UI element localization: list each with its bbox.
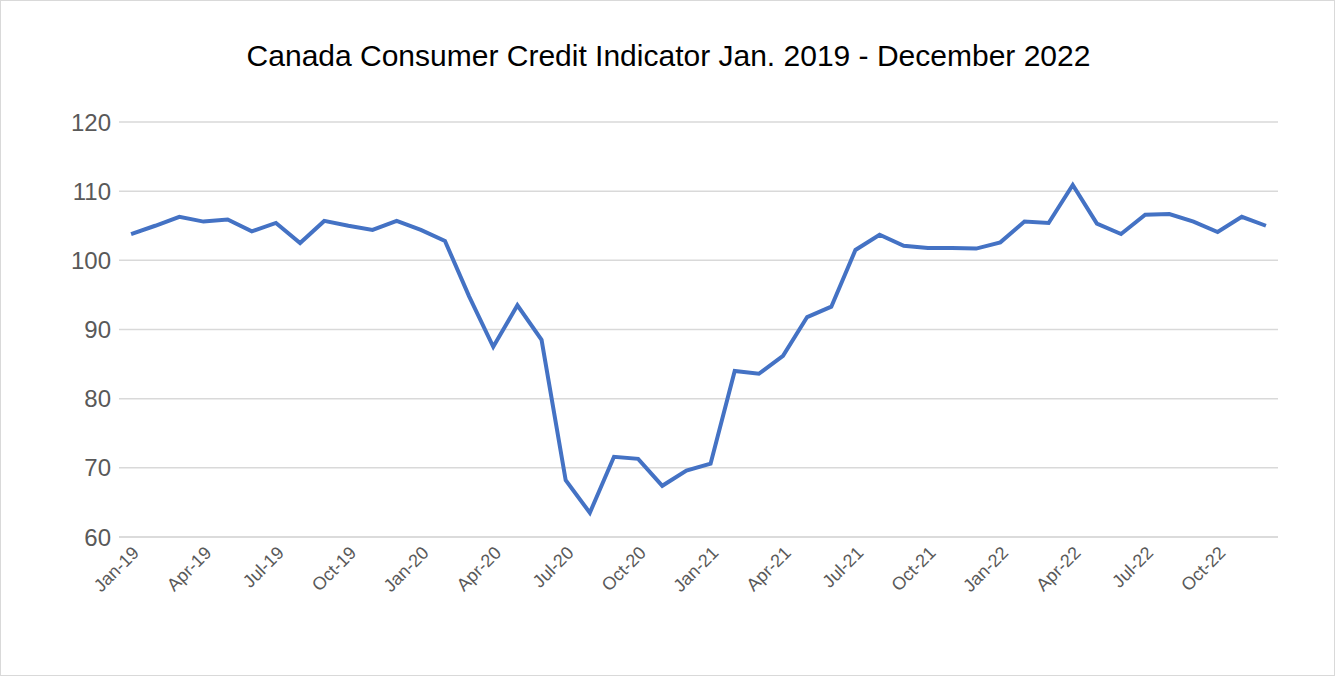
svg-text:Oct-22: Oct-22: [1177, 543, 1229, 595]
svg-text:Apr-21: Apr-21: [743, 543, 795, 595]
svg-text:90: 90: [84, 316, 111, 343]
svg-text:100: 100: [71, 247, 111, 274]
svg-text:Jul-20: Jul-20: [529, 543, 578, 592]
svg-text:110: 110: [73, 178, 111, 205]
svg-text:Apr-19: Apr-19: [163, 543, 215, 595]
svg-text:Oct-20: Oct-20: [598, 543, 650, 595]
svg-text:Oct-21: Oct-21: [887, 543, 939, 595]
svg-text:Apr-20: Apr-20: [453, 543, 505, 595]
svg-text:120: 120: [71, 109, 111, 136]
svg-text:Oct-19: Oct-19: [308, 543, 360, 595]
svg-text:Jan-22: Jan-22: [959, 543, 1012, 596]
svg-text:Jul-19: Jul-19: [239, 543, 288, 592]
svg-text:Jan-19: Jan-19: [90, 543, 143, 596]
svg-text:Jul-21: Jul-21: [819, 543, 868, 592]
html-text:Canada Consumer Credit Indicat: Canada Consumer Credit Indicator Jan. 20…: [246, 39, 1091, 72]
svg-text:Apr-22: Apr-22: [1032, 543, 1084, 595]
svg-text:70: 70: [84, 454, 111, 481]
svg-text:Jan-20: Jan-20: [380, 543, 433, 596]
svg-text:Jul-22: Jul-22: [1108, 543, 1157, 592]
svg-text:Jan-21: Jan-21: [669, 543, 722, 596]
svg-text:60: 60: [84, 524, 111, 551]
svg-text:80: 80: [84, 385, 111, 412]
